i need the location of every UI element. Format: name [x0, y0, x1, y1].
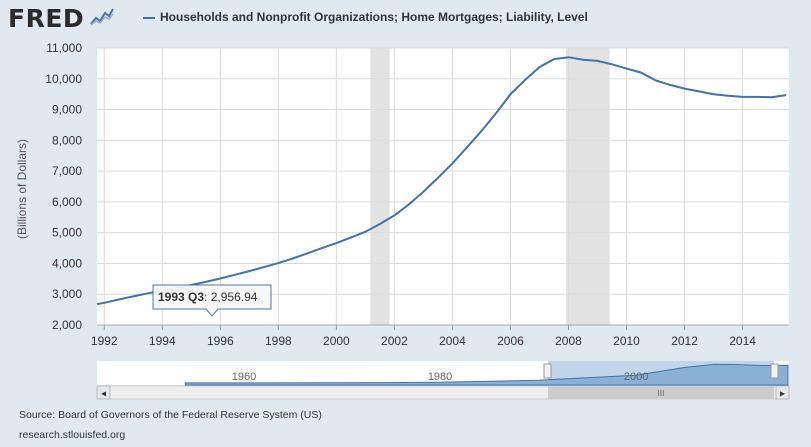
- y-tick-label: 4,000: [52, 256, 82, 270]
- plot-area: [97, 48, 789, 325]
- source-note: Source: Board of Governors of the Federa…: [19, 409, 322, 421]
- x-axis-ticks: 1992 1994 1996 1998 2000 2002 2004 2006 2008 2010…: [91, 324, 789, 348]
- x-tick-label: 1994: [149, 334, 176, 348]
- y-axis-label: (Billions of Dollars): [15, 139, 29, 239]
- scroll-left-button[interactable]: [96, 385, 111, 400]
- x-tick-label: 1998: [265, 334, 292, 348]
- scroll-right-button[interactable]: [775, 385, 790, 400]
- recession-band-2: [566, 48, 610, 325]
- fred-logo[interactable]: FRED: [8, 4, 85, 33]
- scroll-left-arrow-icon: ◂: [101, 389, 106, 400]
- navigator-label: 2000: [624, 371, 648, 383]
- site-link[interactable]: research.stlouisfed.org: [19, 429, 126, 441]
- x-tick-label: 2010: [613, 334, 640, 348]
- x-tick-label: 2012: [671, 334, 698, 348]
- navigator-label: 1960: [232, 371, 256, 383]
- y-tick-label: 6,000: [52, 195, 82, 209]
- x-tick-label: 2002: [381, 334, 408, 348]
- y-axis-ticks: 2,000 3,000 4,000 5,000 6,000 7,000 8,000 9,000…: [45, 41, 82, 332]
- y-tick-label: 9,000: [52, 103, 82, 117]
- series-line-1[interactable]: [96, 56, 787, 306]
- y-tick-label: 10,000: [45, 72, 82, 86]
- scroll-right-arrow-icon: ▸: [780, 389, 785, 400]
- recession-band-1: [370, 48, 390, 325]
- navigator-label: 1980: [428, 371, 452, 383]
- x-tick-label: 1992: [91, 334, 118, 348]
- scrollbar-grip: III: [658, 389, 665, 398]
- y-tick-label: 7,000: [52, 164, 82, 178]
- x-tick-label: 1996: [207, 334, 234, 348]
- y-tick-label: 3,000: [52, 287, 82, 301]
- x-tick-label: 2014: [729, 334, 756, 348]
- recession-bands: [370, 48, 610, 325]
- mini-chart-icon: [90, 7, 114, 27]
- x-tick-label: 2004: [439, 334, 466, 348]
- navigator-labels: 1960 1980 2000: [232, 371, 649, 383]
- navigator-series-area: [184, 363, 789, 386]
- x-tick-label: 2006: [497, 334, 524, 348]
- x-tick-label: 2008: [555, 334, 582, 348]
- y-axis-label-group: (Billions of Dollars): [15, 139, 29, 239]
- scrollbar-thumb[interactable]: [548, 386, 774, 399]
- chart: (Billions of Dollars) 2,000 3,000 4,000 5,0…: [15, 41, 790, 400]
- x-tick-label: 2000: [323, 334, 350, 348]
- navigator-handle-left[interactable]: [543, 363, 552, 379]
- navigator-handle-right[interactable]: [770, 363, 779, 379]
- header: FRED Households and Nonprofit Organizati…: [0, 0, 811, 36]
- y-tick-label: 2,000: [52, 318, 82, 332]
- tooltip-box: [152, 284, 272, 317]
- tooltip: 1993 Q3: 2,956.94: [152, 284, 272, 317]
- y-tick-label: 11,000: [46, 41, 82, 55]
- legend-swatch: [143, 17, 155, 19]
- y-tick-label: 8,000: [52, 133, 82, 147]
- tooltip-text: 1993 Q3: 2,956.94: [158, 290, 258, 304]
- series-lines: [96, 56, 787, 306]
- y-tick-label: 5,000: [52, 226, 82, 240]
- legend-label[interactable]: Households and Nonprofit Organizations; …: [160, 10, 588, 24]
- tooltip-period: 1993 Q3: [158, 290, 204, 304]
- tooltip-value: : 2,956.94: [204, 290, 258, 304]
